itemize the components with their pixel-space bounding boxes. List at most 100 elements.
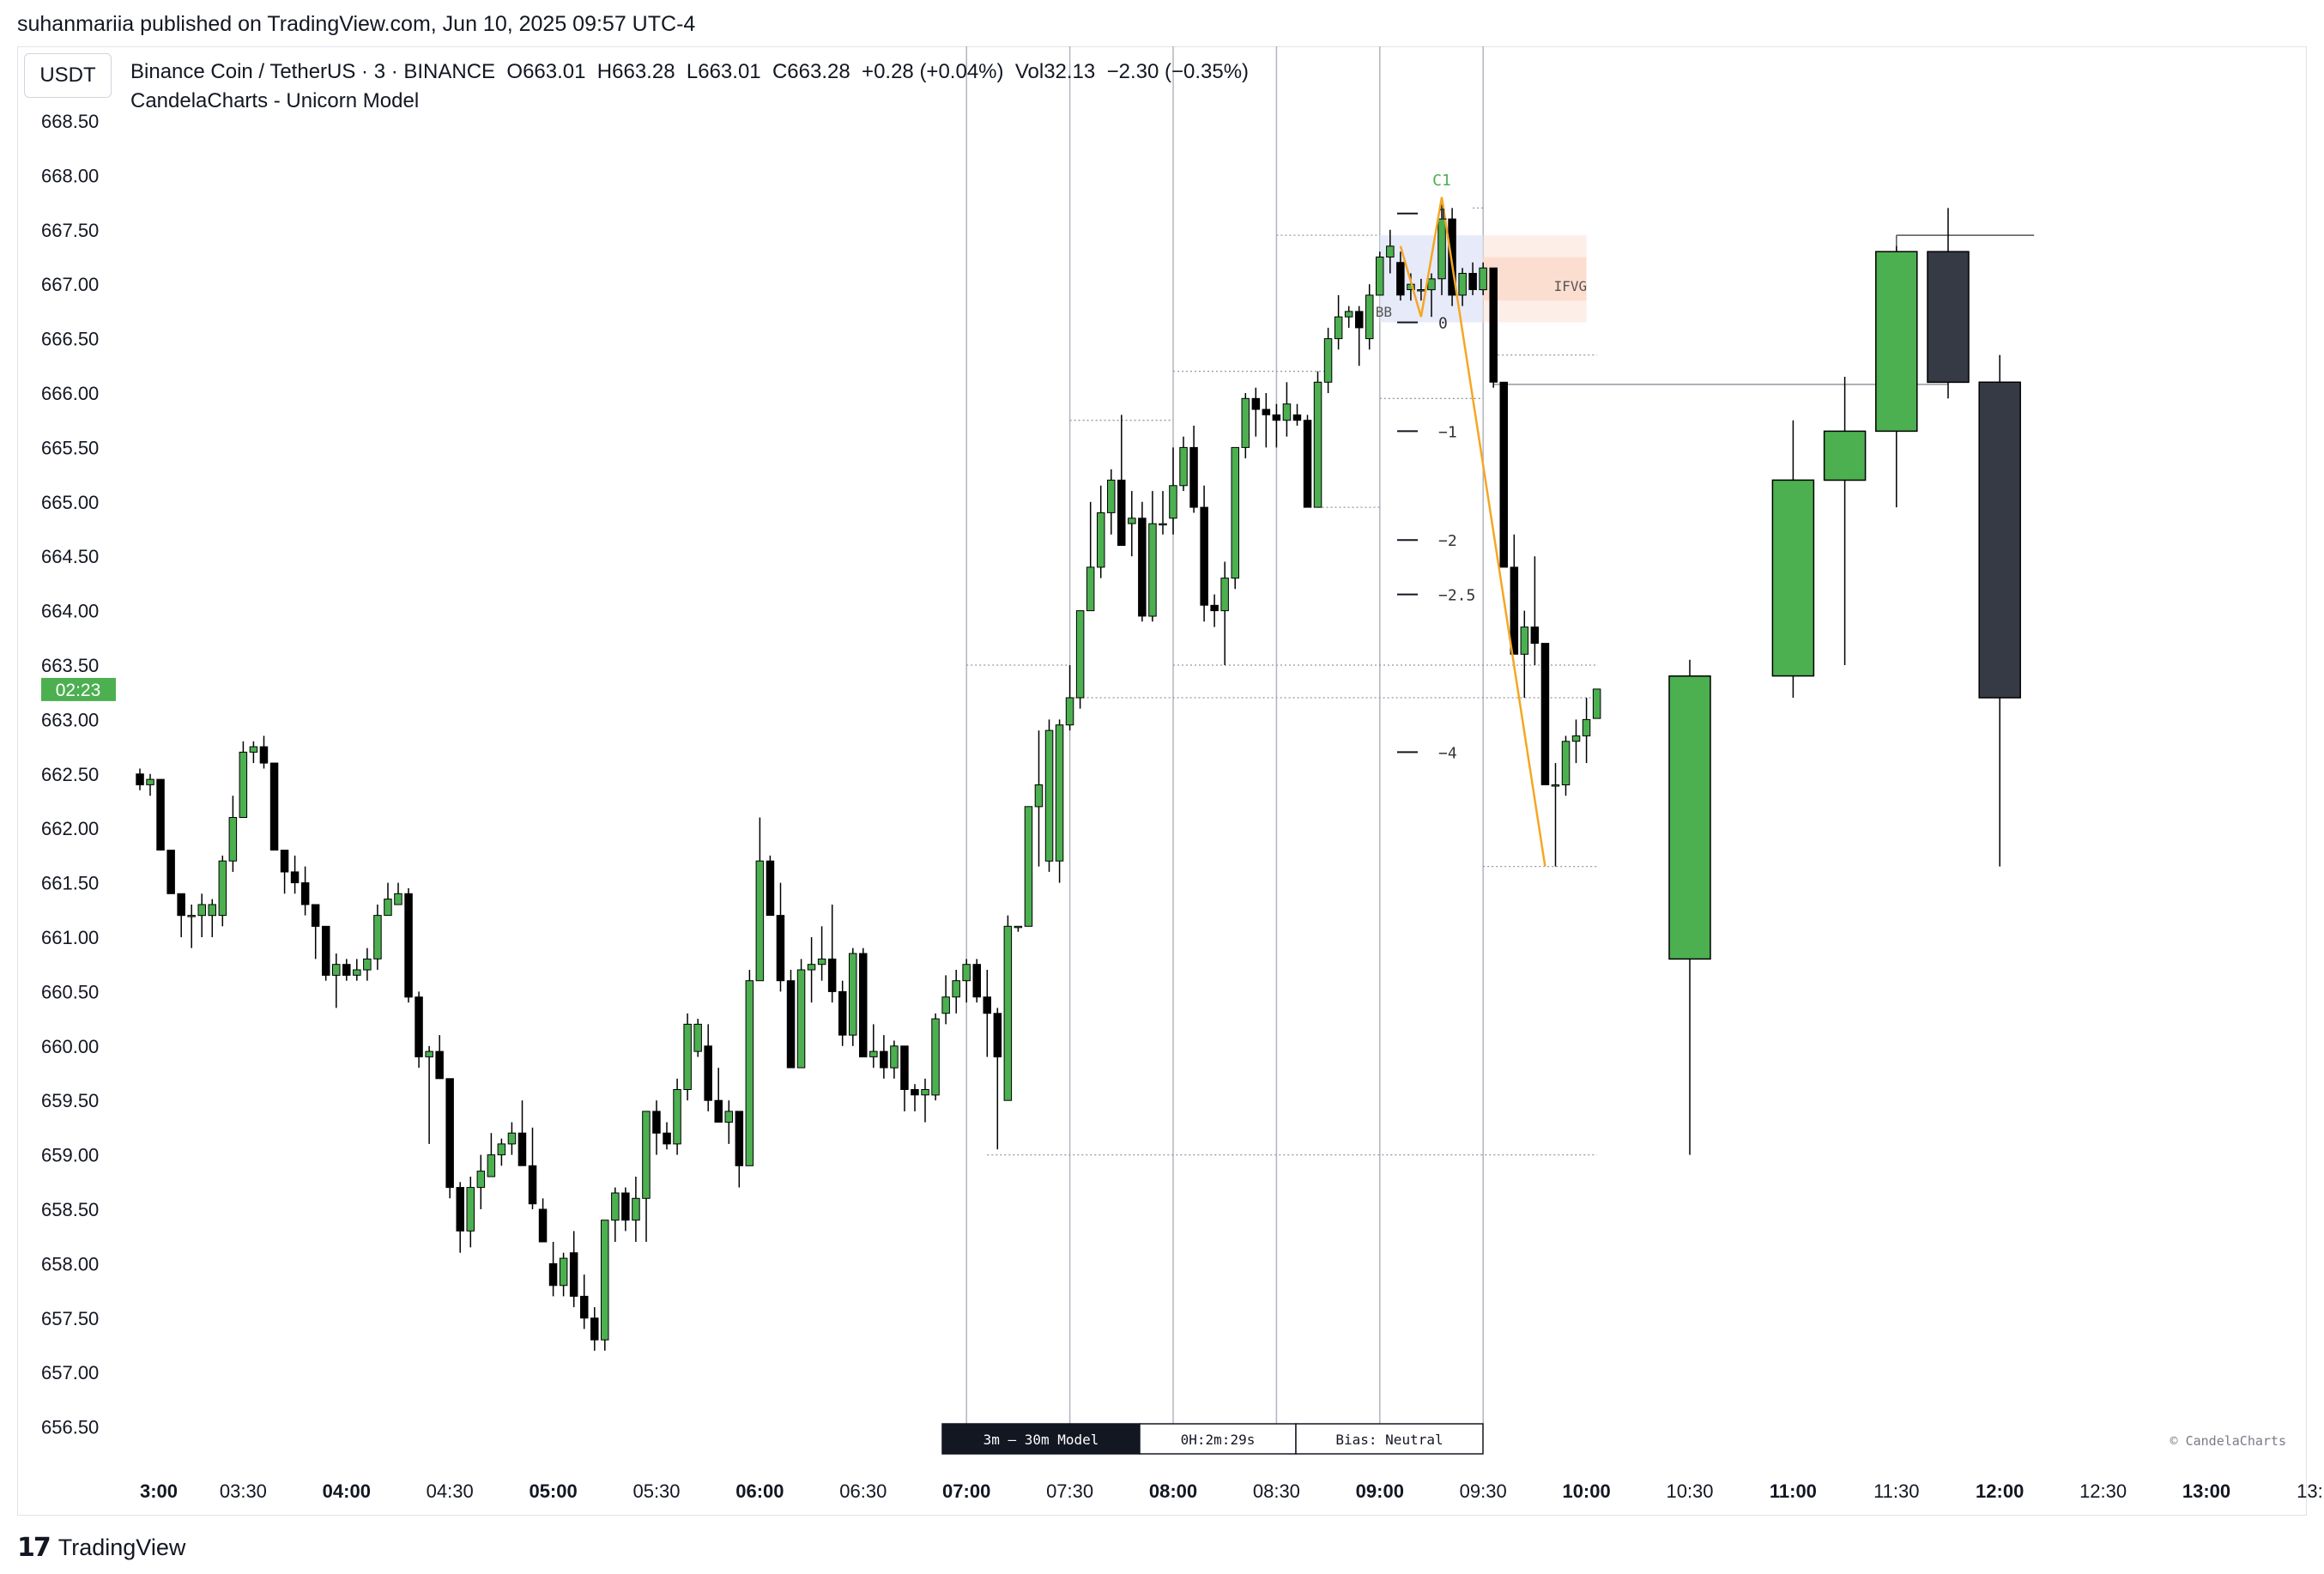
- tradingview-name: TradingView: [57, 1535, 186, 1560]
- fib-swing-line: [1399, 197, 1546, 867]
- candle-body: [1520, 627, 1529, 655]
- bullish-candle: [1571, 719, 1581, 764]
- bullish-candle: [869, 1024, 878, 1069]
- candle-body: [1107, 479, 1116, 513]
- tradingview-brand[interactable]: 17 TradingView: [17, 1533, 185, 1563]
- candle-body: [621, 1192, 630, 1221]
- ifvg-label: IFVG: [1554, 278, 1588, 294]
- bullish-candle: [1551, 763, 1560, 867]
- candle-body: [218, 860, 227, 917]
- bullish-candle: [1458, 268, 1467, 306]
- bullish-candle: [724, 1100, 733, 1144]
- candle-body: [1386, 245, 1395, 257]
- bullish-candle: [962, 959, 971, 1003]
- candle-body: [1251, 397, 1261, 410]
- bearish-candle: [1448, 208, 1456, 306]
- htf-bearish-candle: [1927, 208, 1970, 399]
- bearish-candle: [342, 959, 351, 981]
- candle-body: [611, 1192, 620, 1221]
- candle-body: [1323, 338, 1333, 383]
- x-tick-label: 03:30: [220, 1480, 267, 1502]
- htf-candle-body: [1771, 479, 1815, 677]
- bullish-candle: [611, 1187, 620, 1242]
- bullish-candle: [146, 773, 154, 796]
- candle-body: [1262, 409, 1271, 415]
- bearish-candle: [766, 855, 775, 917]
- y-tick-label: 656.50: [41, 1417, 99, 1438]
- candle-body: [849, 953, 857, 1036]
- candle-body: [1210, 604, 1219, 612]
- bearish-candle: [652, 1100, 661, 1155]
- x-tick-label: 07:00: [942, 1480, 990, 1502]
- candle-body: [1044, 729, 1054, 862]
- candle-body: [1458, 273, 1467, 296]
- bullish-candle: [208, 899, 216, 937]
- htf-candle-body: [1927, 251, 1970, 384]
- symbol-legend[interactable]: Binance Coin / TetherUS · 3 · BINANCE O6…: [130, 60, 1250, 83]
- bullish-candle: [1097, 485, 1105, 578]
- table-cell: [941, 1423, 1141, 1455]
- bearish-candle: [569, 1231, 578, 1308]
- candle-body: [445, 1078, 454, 1189]
- bearish-candle: [735, 1111, 744, 1188]
- currency-button[interactable]: USDT: [24, 53, 112, 98]
- bullish-candle: [1334, 294, 1343, 350]
- candle-body: [1530, 627, 1540, 645]
- candle-body: [859, 953, 868, 1057]
- bearish-candle: [548, 1242, 558, 1297]
- bullish-candle: [187, 905, 196, 948]
- candle-body: [342, 964, 351, 976]
- y-tick-label: 661.50: [41, 873, 99, 894]
- indicator-legend[interactable]: CandelaCharts - Unicorn Model: [130, 89, 420, 112]
- candle-body: [1427, 278, 1436, 291]
- bearish-candle: [827, 905, 837, 1003]
- candle-body: [476, 1171, 486, 1189]
- y-tick-label: 660.00: [41, 1036, 99, 1057]
- candle-body: [962, 964, 971, 982]
- candle-body: [1241, 397, 1250, 448]
- candle-body: [166, 850, 175, 894]
- candle-body: [1220, 578, 1229, 612]
- bearish-candle: [1200, 485, 1208, 622]
- y-tick-label: 659.00: [41, 1145, 99, 1166]
- bearish-candle: [166, 850, 175, 894]
- htf-bullish-candle: [1875, 245, 1918, 508]
- candle-body: [269, 762, 279, 851]
- candle-body: [673, 1089, 681, 1145]
- bearish-candle: [838, 980, 847, 1046]
- candle-body: [559, 1257, 568, 1286]
- bullish-candle: [683, 1013, 692, 1101]
- htf-bullish-candle: [1668, 659, 1711, 1155]
- y-tick-label: 663.00: [41, 709, 99, 730]
- y-tick-label: 666.50: [41, 329, 99, 350]
- publisher-text: suhanmariia published on TradingView.com…: [17, 12, 696, 36]
- bb-label: BB: [1376, 304, 1392, 320]
- candle-body: [714, 1099, 723, 1123]
- bullish-candle: [363, 947, 372, 981]
- y-tick-label: 668.50: [41, 111, 99, 132]
- candle-body: [755, 860, 765, 982]
- y-tick-label: 667.50: [41, 220, 99, 241]
- bullish-candle: [476, 1154, 486, 1209]
- bullish-candle: [890, 1040, 899, 1079]
- candle-body: [983, 996, 991, 1014]
- candle-body: [1179, 446, 1188, 487]
- bearish-candle: [859, 947, 868, 1057]
- candle-body: [1582, 718, 1591, 736]
- x-tick-label: 09:00: [1356, 1480, 1404, 1502]
- candle-body: [1592, 688, 1601, 719]
- bullish-candle: [849, 947, 857, 1046]
- copyright-label: © CandelaCharts: [2170, 1433, 2286, 1449]
- bullish-candle: [1365, 284, 1374, 350]
- candle-body: [1489, 267, 1498, 383]
- bearish-candle: [435, 1035, 444, 1080]
- bullish-candle: [817, 926, 826, 981]
- bearish-candle: [1251, 387, 1261, 437]
- bearish-candle: [404, 887, 413, 1003]
- bullish-candle: [642, 1111, 651, 1242]
- bearish-candle: [1468, 262, 1477, 295]
- candle-body: [1200, 506, 1208, 606]
- candle-body: [394, 893, 402, 905]
- candle-body: [1365, 294, 1374, 340]
